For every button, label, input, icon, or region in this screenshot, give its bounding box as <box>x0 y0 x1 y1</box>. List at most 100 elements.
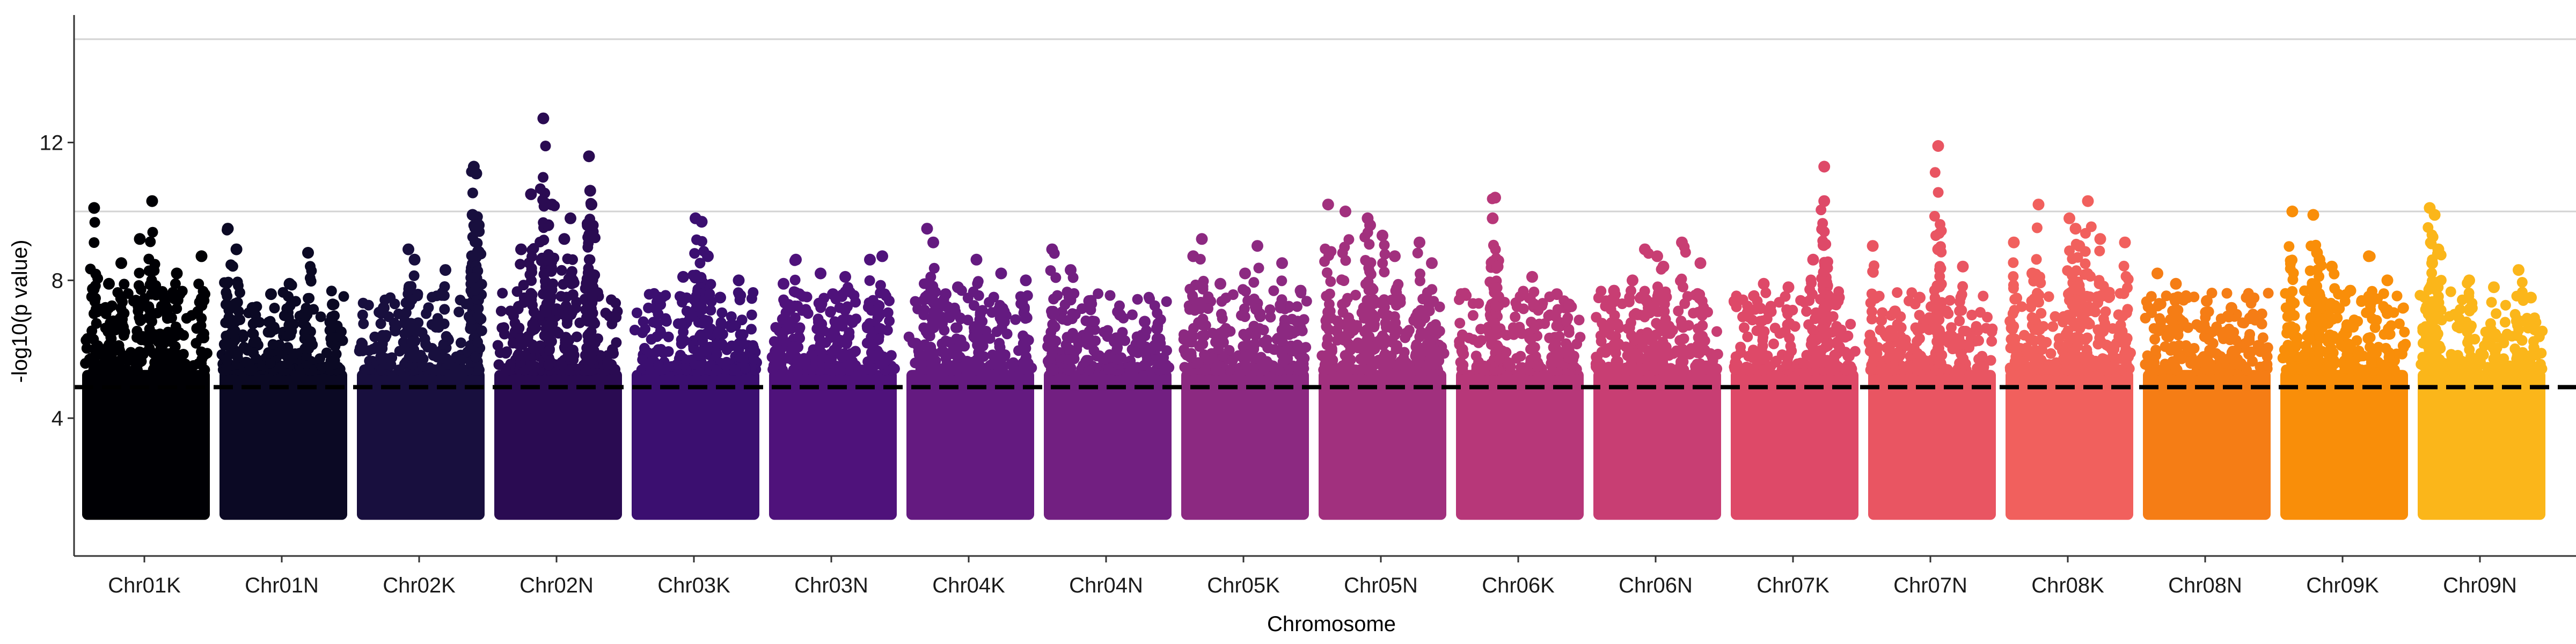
data-point <box>1609 310 1620 321</box>
data-point <box>778 294 789 305</box>
data-point <box>2486 297 2497 308</box>
peak-point <box>1487 212 1499 224</box>
data-point <box>2026 312 2038 323</box>
data-point <box>1933 314 1944 326</box>
series-chr04n <box>1042 243 1175 520</box>
peak-point <box>1563 298 1575 311</box>
data-point <box>117 296 128 308</box>
peak-point <box>940 288 952 301</box>
data-point <box>301 303 312 313</box>
peak-point <box>876 250 888 262</box>
data-point <box>2008 280 2019 291</box>
data-point <box>1551 320 1562 332</box>
data-point <box>952 351 963 362</box>
data-point <box>378 353 390 363</box>
data-point <box>1609 294 1620 305</box>
data-point <box>1023 334 1034 346</box>
peak-point <box>1914 291 1926 304</box>
data-point <box>711 364 722 376</box>
data-point <box>1128 346 1139 357</box>
data-point <box>2383 347 2395 358</box>
data-point <box>2287 286 2298 297</box>
data-point <box>470 236 480 247</box>
data-point <box>999 306 1010 317</box>
data-point <box>269 303 280 313</box>
point-cloud-chr07n <box>1868 370 1996 520</box>
data-point <box>973 347 984 358</box>
data-point <box>1387 337 1398 348</box>
data-point <box>518 280 529 291</box>
peak-point <box>158 291 171 304</box>
data-point <box>2339 296 2351 307</box>
point-cloud-chr06k <box>1456 370 1584 520</box>
peak-point <box>1608 284 1620 297</box>
data-point <box>2070 265 2082 276</box>
data-point <box>695 364 706 376</box>
data-point <box>1876 315 1887 326</box>
data-point <box>1322 333 1334 344</box>
data-point <box>228 337 239 348</box>
data-point <box>2289 310 2300 321</box>
data-point <box>671 359 682 370</box>
data-point <box>2244 329 2256 340</box>
data-point <box>1261 334 1272 346</box>
data-point <box>1624 322 1635 333</box>
data-point <box>476 325 487 336</box>
point-cloud-chr09n <box>2418 370 2545 520</box>
peak-point <box>1364 219 1376 231</box>
data-point <box>794 324 805 335</box>
data-point <box>748 342 759 354</box>
data-point <box>453 306 465 318</box>
data-point <box>925 272 936 282</box>
data-point <box>2009 294 2021 305</box>
peak-point <box>1694 257 1707 269</box>
peak-point <box>1414 236 1425 248</box>
data-point <box>2311 340 2323 351</box>
data-point <box>1933 187 1944 198</box>
data-point <box>1189 305 1201 316</box>
data-point <box>2391 290 2403 302</box>
data-point <box>196 346 207 357</box>
data-point <box>500 348 511 359</box>
data-point <box>1379 248 1391 260</box>
data-point <box>1401 327 1412 339</box>
data-point <box>499 322 509 333</box>
data-point <box>1729 363 1740 375</box>
data-point <box>515 259 526 270</box>
data-point <box>841 349 852 361</box>
data-point <box>2080 258 2091 269</box>
data-point <box>653 344 664 355</box>
data-point <box>546 336 557 347</box>
data-point <box>1692 347 1703 358</box>
data-point <box>817 352 828 363</box>
data-point <box>1104 290 1116 301</box>
peak-point <box>515 243 527 255</box>
data-point <box>789 312 801 324</box>
data-point <box>507 338 518 349</box>
data-point <box>816 298 828 310</box>
data-point <box>2098 326 2109 337</box>
peak-point <box>146 195 158 207</box>
data-point <box>1628 309 1640 320</box>
data-point <box>1368 344 1379 355</box>
data-point <box>2314 331 2325 342</box>
point-cloud-chr03k <box>632 370 759 520</box>
series-chr08k <box>2004 195 2136 520</box>
data-point <box>1795 295 1806 306</box>
data-point <box>541 254 553 266</box>
data-point <box>1227 355 1238 367</box>
data-point <box>1112 354 1123 365</box>
data-point <box>430 321 442 333</box>
data-point <box>538 235 550 246</box>
data-point <box>1913 358 1924 370</box>
data-point <box>746 324 757 335</box>
data-point <box>1161 296 1172 307</box>
peak-point <box>2344 284 2357 297</box>
data-point <box>1428 296 1439 307</box>
data-point <box>2074 284 2085 296</box>
data-point <box>336 326 347 338</box>
peak-point <box>815 267 826 280</box>
data-point <box>793 341 804 353</box>
data-point <box>702 315 713 326</box>
data-point <box>1822 336 1833 347</box>
